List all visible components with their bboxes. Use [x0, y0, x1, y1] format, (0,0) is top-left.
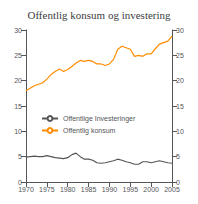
svg-text:25: 25 [176, 52, 184, 59]
svg-text:Offentlig konsum: Offentlig konsum [63, 127, 116, 135]
svg-text:1990: 1990 [102, 186, 118, 193]
svg-text:Offentlige Investeringer: Offentlige Investeringer [63, 115, 136, 123]
svg-text:25: 25 [14, 52, 22, 59]
svg-text:10: 10 [14, 128, 22, 135]
svg-text:20: 20 [176, 77, 184, 84]
svg-text:10: 10 [176, 128, 184, 135]
svg-text:Offentlig konsum og investerin: Offentlig konsum og investering [27, 9, 171, 21]
svg-text:1975: 1975 [39, 186, 55, 193]
svg-text:5: 5 [18, 153, 22, 160]
svg-text:15: 15 [14, 103, 22, 110]
svg-text:1980: 1980 [60, 186, 76, 193]
svg-text:2005: 2005 [164, 186, 180, 193]
svg-text:15: 15 [176, 103, 184, 110]
svg-text:5: 5 [176, 153, 180, 160]
svg-text:2000: 2000 [143, 186, 159, 193]
svg-text:1985: 1985 [81, 186, 97, 193]
svg-text:20: 20 [14, 77, 22, 84]
svg-text:0: 0 [176, 179, 180, 186]
svg-text:1995: 1995 [122, 186, 138, 193]
svg-text:0: 0 [18, 179, 22, 186]
svg-text:30: 30 [14, 27, 22, 34]
svg-text:1970: 1970 [18, 186, 34, 193]
svg-text:30: 30 [176, 27, 184, 34]
